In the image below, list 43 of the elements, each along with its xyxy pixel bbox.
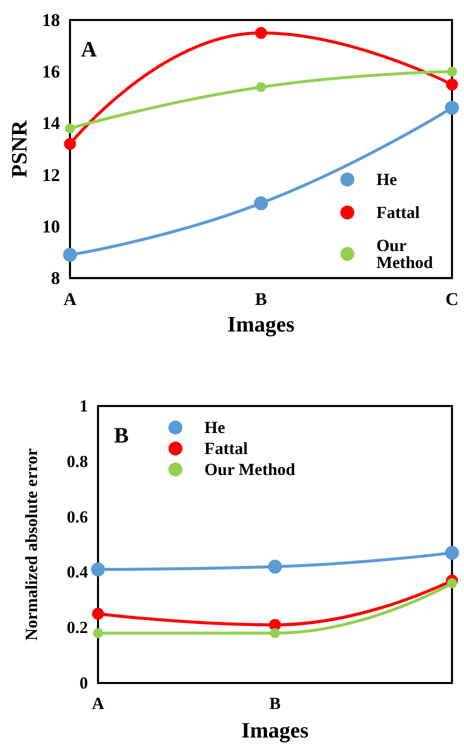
point xyxy=(93,628,103,638)
x-axis-title: Images xyxy=(241,718,310,742)
y-tick-label: 0.2 xyxy=(66,618,88,638)
x-tick-label: C xyxy=(446,289,458,310)
y-tick-label: 0.8 xyxy=(66,452,88,471)
point xyxy=(92,608,104,620)
y-tick-label: 0.4 xyxy=(66,562,88,582)
point xyxy=(256,82,266,92)
point xyxy=(447,578,457,588)
y-tick-label: 16 xyxy=(42,62,60,82)
legend-label: Our Method xyxy=(376,236,434,272)
legend-label: Our Method xyxy=(204,460,296,479)
y-tick-label: 0.6 xyxy=(66,507,88,526)
y-tick-label: 0 xyxy=(80,674,88,692)
legend-label: Fattal xyxy=(204,439,248,458)
point xyxy=(254,196,268,210)
legend-label: He xyxy=(204,418,226,437)
point xyxy=(445,100,459,115)
x-tick-label: B xyxy=(254,289,268,310)
y-tick-label: 12 xyxy=(42,164,60,185)
point xyxy=(255,26,267,39)
y-tick-label: 14 xyxy=(42,113,60,134)
point xyxy=(63,248,77,262)
point xyxy=(91,562,105,576)
point xyxy=(64,138,76,150)
y-tick-label: 18 xyxy=(42,10,60,30)
y-tick-label: 1 xyxy=(80,396,88,416)
point xyxy=(445,546,459,560)
x-tick-label: A xyxy=(64,289,76,310)
legend-label: Fattal xyxy=(376,203,420,222)
legend-label: He xyxy=(376,170,398,189)
y-tick-label: 10 xyxy=(42,216,60,236)
point xyxy=(270,628,280,638)
y-axis-title: PSNR xyxy=(6,119,32,178)
x-axis-title: Images xyxy=(227,312,296,336)
y-tick-label: 8 xyxy=(51,268,60,288)
point xyxy=(446,78,458,91)
annotation: B xyxy=(114,422,129,448)
annotation: A xyxy=(81,36,97,62)
y-axis-title: Normalized absolute error xyxy=(22,448,41,641)
point xyxy=(65,123,75,134)
point xyxy=(447,66,457,77)
point xyxy=(268,560,282,574)
